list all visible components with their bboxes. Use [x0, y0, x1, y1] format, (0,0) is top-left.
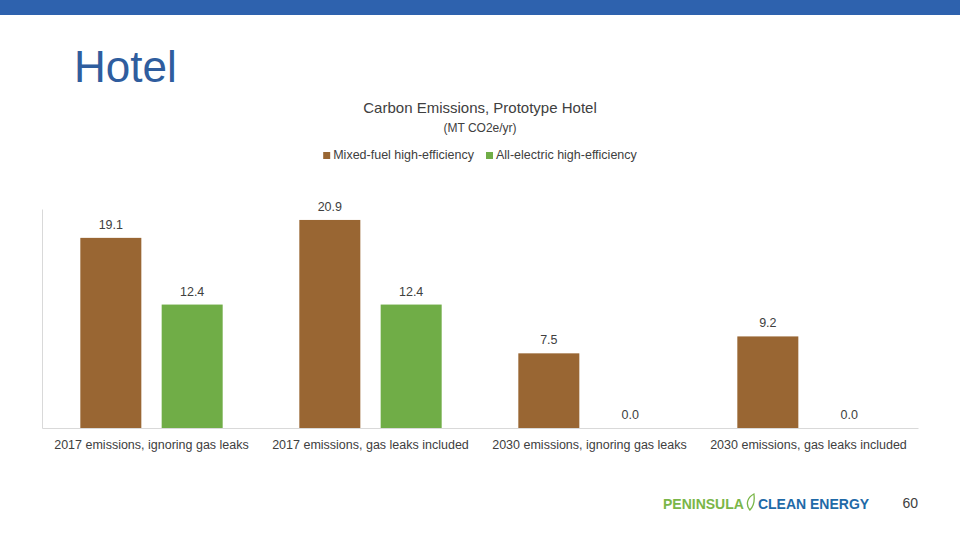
- slide: Hotel Carbon Emissions, Prototype Hotel (M…: [0, 0, 960, 540]
- data-labels: 19.1 20.9 7.5 9.2 12.4 12.4 0.0 0.0: [99, 200, 858, 422]
- legend-item: Mixed-fuel high-efficiency: [323, 148, 475, 162]
- data-label: 20.9: [318, 200, 342, 214]
- legend-swatch: [486, 152, 493, 159]
- logo-left: PENINSULA: [663, 496, 744, 512]
- logo-leaf: [747, 494, 754, 510]
- x-tick-label: 2030 emissions, ignoring gas leaks: [492, 438, 687, 452]
- data-label: 0.0: [840, 408, 857, 422]
- x-tick-label: 2017 emissions, ignoring gas leaks: [54, 438, 249, 452]
- data-label: 12.4: [399, 285, 423, 299]
- x-tick: 2030 emissions, gas leaks included: [710, 438, 907, 452]
- bar: [518, 353, 579, 428]
- bar: [299, 220, 360, 428]
- y-axis-line: [42, 210, 43, 429]
- legend-item: All-electric high-efficiency: [486, 148, 638, 162]
- data-label: 12.4: [180, 285, 204, 299]
- bar: [600, 428, 661, 429]
- x-tick: 2017 emissions, gas leaks included: [272, 438, 469, 452]
- data-label: 7.5: [540, 333, 557, 347]
- chart-subtitle: (MT CO2e/yr): [443, 121, 516, 135]
- slide-heading: Hotel: [74, 42, 177, 91]
- data-label: 19.1: [99, 218, 123, 232]
- bar: [381, 305, 442, 428]
- legend-swatch: [323, 152, 330, 159]
- x-tick: 2017 emissions, ignoring gas leaks: [54, 438, 249, 452]
- bar-series: [80, 220, 798, 428]
- y-axis: [42, 210, 43, 429]
- bar: [80, 238, 141, 428]
- data-label: 0.0: [621, 408, 638, 422]
- bar: [737, 336, 798, 428]
- bar: [162, 305, 223, 428]
- legend-label: All-electric high-efficiency: [496, 148, 638, 162]
- chart-title: Carbon Emissions, Prototype Hotel: [363, 99, 596, 116]
- top-stripe: [0, 0, 960, 15]
- bar-series: [162, 305, 442, 428]
- logo-right: CLEAN ENERGY: [758, 496, 870, 512]
- page-number: 60: [902, 495, 918, 511]
- x-tick-label: 2030 emissions, gas leaks included: [710, 438, 907, 452]
- x-axis-line: [43, 428, 919, 429]
- bar: [819, 428, 880, 429]
- legend-label: Mixed-fuel high-efficiency: [333, 148, 475, 162]
- x-tick: 2030 emissions, ignoring gas leaks: [492, 438, 687, 452]
- x-axis: 2017 emissions, ignoring gas leaks 2017 e…: [43, 429, 919, 452]
- legend: Mixed-fuel high-efficiency All-electric h…: [323, 148, 637, 162]
- logo: PENINSULA CLEAN ENERGY: [663, 494, 870, 512]
- bars: [80, 220, 798, 428]
- x-tick-label: 2017 emissions, gas leaks included: [272, 438, 469, 452]
- data-label: 9.2: [759, 316, 776, 330]
